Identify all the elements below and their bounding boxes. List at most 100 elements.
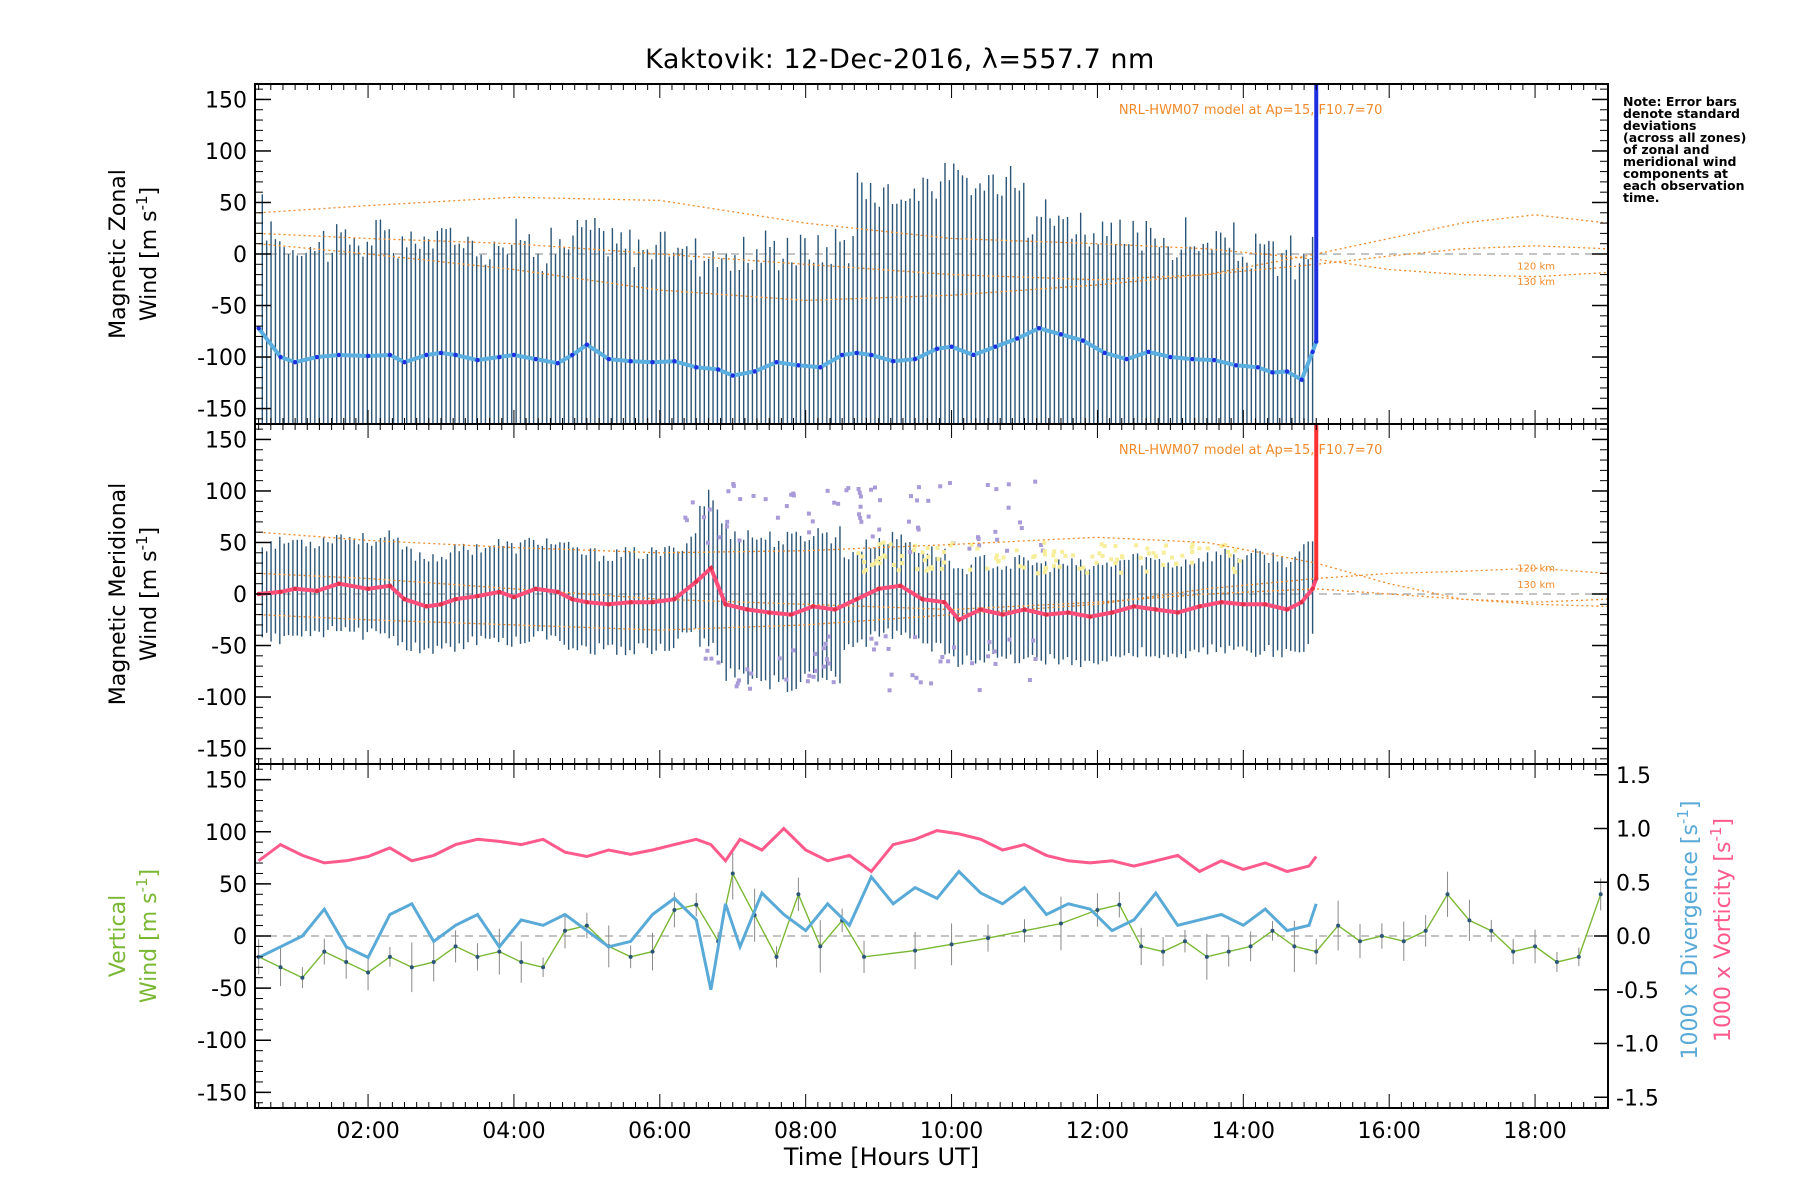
right-tick-label: -1.5	[1616, 1086, 1659, 1111]
scatter-point	[1153, 554, 1158, 559]
model-label: NRL-HWM07 model at Ap=15, F10.7=70	[1119, 103, 1383, 118]
scatter-point	[913, 543, 918, 548]
scatter-point	[992, 649, 997, 654]
scatter-point	[869, 487, 874, 492]
scatter-point	[874, 641, 879, 646]
vertical-wind-point	[1182, 939, 1187, 944]
scatter-point	[763, 497, 768, 502]
scatter-point	[857, 490, 862, 495]
error-bars	[261, 479, 1314, 693]
mean-point	[570, 352, 575, 358]
scatter-point	[784, 504, 789, 509]
mean-point	[854, 350, 859, 356]
vertical-wind-point	[541, 965, 546, 970]
y-tick-label: -100	[197, 686, 247, 711]
scatter-point	[735, 681, 740, 686]
mean-point	[788, 612, 794, 617]
scatter-point	[724, 524, 729, 529]
vertical-wind-point	[1467, 918, 1472, 923]
vertical-wind-point	[694, 902, 699, 907]
scatter-point	[946, 659, 951, 664]
scatter-point	[862, 560, 867, 565]
mean-point	[292, 586, 298, 592]
scatter-point	[1113, 561, 1118, 566]
scatter-point	[1018, 520, 1023, 525]
scatter-point	[703, 656, 708, 661]
scatter-point	[870, 534, 875, 539]
y-tick-label: 150	[205, 88, 247, 113]
vertical-wind-point	[409, 965, 414, 970]
y-tick-label: 150	[205, 428, 247, 453]
scatter-point	[1151, 551, 1156, 556]
scatter-point	[726, 489, 731, 494]
scatter-point	[906, 519, 911, 524]
model-curve	[258, 243, 1609, 302]
vertical-wind-point	[818, 944, 823, 949]
mean-point	[774, 359, 779, 365]
y-tick-label: 100	[205, 480, 247, 505]
vertical-wind-point	[1139, 944, 1144, 949]
mean-point	[1087, 614, 1093, 619]
mean-point	[278, 589, 283, 595]
mean-point	[839, 352, 845, 358]
y-axis-label-line1: Vertical	[106, 895, 131, 977]
scatter-point	[1115, 557, 1120, 562]
mean-point	[606, 602, 611, 607]
y-tick-label: 0	[233, 243, 247, 268]
scatter-point	[993, 529, 998, 534]
scatter-point	[690, 500, 695, 505]
vertical-wind-point	[519, 960, 524, 965]
note-line: of zonal and	[1623, 142, 1710, 157]
vertical-wind-point	[1292, 944, 1297, 949]
vertical-wind-point	[1058, 921, 1063, 926]
scatter-point	[920, 550, 925, 555]
superscript: -1	[1674, 809, 1692, 824]
scatter-point	[872, 561, 877, 566]
scatter-point	[807, 673, 812, 678]
scatter-point	[863, 568, 868, 573]
scatter-point	[969, 542, 974, 547]
scatter-point	[1138, 555, 1143, 560]
mean-point	[387, 583, 393, 588]
scatter-point	[856, 486, 861, 491]
scatter-point	[1019, 526, 1024, 531]
vorticity-label: 1000 x Vorticity [s-1]	[1707, 818, 1736, 1042]
mean-point	[912, 356, 918, 362]
mean-point	[1219, 600, 1224, 605]
mean-point	[854, 596, 859, 602]
mean-point	[1153, 607, 1158, 612]
mean-point	[1233, 363, 1239, 368]
bracket: ]	[137, 869, 162, 878]
note-line: each observation	[1623, 178, 1745, 193]
scatter-point	[831, 680, 836, 685]
scatter-point	[737, 538, 742, 543]
scatter-point	[1119, 554, 1124, 559]
y-axis-label-line2: Wind [m s-1]	[133, 527, 162, 661]
mean-point	[584, 342, 590, 347]
scatter-point	[1085, 570, 1090, 575]
error-bar-note: Note: Error bars denote standard deviation…	[1623, 95, 1793, 204]
mean-point	[942, 600, 947, 605]
scatter-point	[947, 481, 952, 486]
scatter-point	[866, 514, 871, 519]
right-tick-label: -0.5	[1616, 979, 1659, 1004]
mean-point	[818, 365, 823, 370]
y-axis-label: Vertical	[106, 895, 131, 977]
bracket: ]	[137, 187, 162, 196]
vertical-wind-point	[650, 949, 655, 954]
y-tick-label: -100	[197, 346, 247, 371]
scatter-point	[977, 688, 982, 693]
scatter-point	[1134, 543, 1139, 548]
scatter-point	[1001, 555, 1006, 560]
scatter-point	[858, 504, 863, 509]
mean-point	[336, 352, 342, 358]
mean-point	[1262, 602, 1268, 607]
y-tick-label: -150	[197, 398, 247, 423]
mean-point	[453, 352, 458, 358]
scatter-point	[822, 664, 827, 669]
scatter-point	[1197, 546, 1202, 551]
vertical-wind-point	[366, 970, 371, 975]
vertical-wind-point	[949, 942, 954, 947]
scatter-point	[1052, 563, 1057, 568]
